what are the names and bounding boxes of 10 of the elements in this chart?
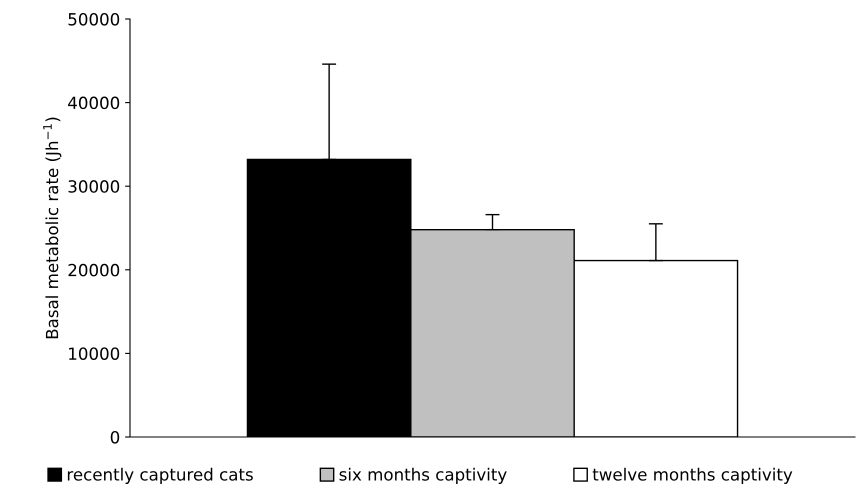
- legend-label: twelve months captivity: [592, 468, 792, 484]
- y-tick-label: 10000: [69, 347, 120, 360]
- y-tick-label: 0: [110, 430, 120, 444]
- legend-label: six months captivity: [340, 468, 507, 484]
- y-tick-label: 40000: [68, 96, 120, 110]
- y-tick-label: 50000: [68, 12, 120, 26]
- y-tick-label: 30000: [68, 180, 120, 193]
- legend-label: recently captured cats: [68, 468, 253, 484]
- y-tick-label: 20000: [68, 264, 120, 276]
- y-axis-title: Basal metabolic rate (Jh$^{−1}$): [43, 118, 62, 338]
